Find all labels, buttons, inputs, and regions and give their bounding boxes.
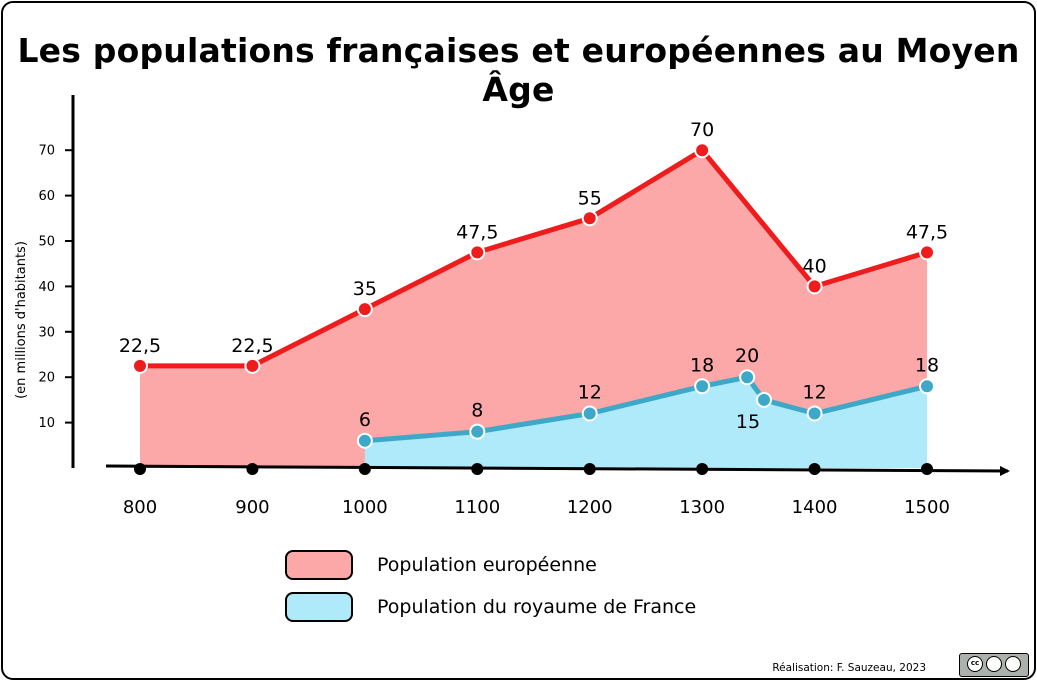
x-tick-dot (696, 463, 709, 475)
credit-text: Réalisation: F. Sauzeau, 2023 (772, 662, 926, 674)
point-europe (132, 357, 148, 374)
data-label-europe: 22,5 (231, 335, 273, 357)
x-tick-dot (358, 463, 371, 475)
area-france (364, 377, 928, 468)
y-tick-label: 60 (38, 189, 55, 204)
point-europe (919, 244, 936, 261)
x-tick-label: 800 (123, 497, 157, 518)
point-europe (806, 278, 823, 295)
data-label-france: 12 (578, 382, 602, 404)
point-europe (356, 301, 373, 318)
x-tick-label: 1100 (454, 497, 500, 518)
data-label-france: 18 (690, 354, 714, 376)
chart-plot: 10 20 30 40 50 60 70 (en millions d'habitants) 8… (14, 95, 1010, 518)
point-france (356, 432, 373, 449)
chart-title: Les populations françaises et européenne… (17, 31, 1020, 109)
data-label-europe: 35 (353, 278, 377, 300)
point-france (919, 378, 936, 395)
cc-by-nc-icon: cc (959, 653, 1029, 677)
point-europe (581, 210, 598, 227)
y-tick-label: 10 (38, 416, 55, 431)
x-tick-label: 1000 (342, 497, 388, 518)
x-tick-dot (808, 463, 821, 475)
data-label-france: 6 (359, 409, 371, 431)
legend-label-france: Population du royaume de France (377, 596, 697, 618)
point-france (739, 369, 756, 386)
y-tick-label: 50 (38, 235, 55, 250)
y-tick-label: 20 (38, 371, 55, 386)
cc-icon: cc (967, 656, 983, 672)
x-tick-label: 1200 (567, 497, 613, 518)
data-label-france: 18 (915, 354, 939, 376)
data-label-europe: 55 (578, 187, 602, 209)
legend-swatch-france (285, 592, 353, 622)
data-label-france: 20 (735, 345, 759, 367)
point-europe (244, 357, 261, 374)
x-tick-label: 1500 (904, 497, 950, 518)
data-label-europe: 40 (802, 255, 826, 277)
x-tick-dot (921, 463, 934, 475)
point-france (755, 391, 772, 408)
point-france (581, 405, 598, 422)
x-tick-label: 1400 (792, 497, 838, 518)
legend-label-europe: Population européenne (377, 554, 597, 576)
x-tick-dot (583, 463, 596, 475)
x-tick-dot (134, 463, 146, 475)
x-tick-label: 900 (235, 497, 269, 518)
data-label-france: 12 (802, 382, 826, 404)
y-tick-label: 40 (38, 280, 55, 295)
data-label-europe: 47,5 (906, 221, 948, 243)
y-tick-label: 70 (38, 144, 55, 159)
data-label-france: 15 (736, 411, 760, 433)
line-europe (140, 147, 928, 369)
x-tick-dot (246, 463, 259, 475)
legend-swatch-europe (285, 550, 353, 580)
legend-item-france: Population du royaume de France (285, 591, 696, 623)
legend-item-europe: Population européenne (285, 549, 597, 581)
point-france (694, 378, 711, 395)
x-tick-label: 1300 (679, 497, 725, 518)
line-france (364, 374, 928, 444)
y-axis-label: (en millions d'habitants) (14, 241, 29, 399)
y-tick-label: 30 (38, 325, 55, 340)
by-icon (986, 656, 1002, 672)
point-france (806, 405, 823, 422)
point-europe (469, 244, 486, 261)
data-label-europe: 70 (690, 119, 714, 141)
data-label-france: 8 (471, 400, 483, 422)
nc-icon (1005, 656, 1021, 672)
point-france (469, 423, 486, 440)
point-europe (694, 142, 711, 159)
data-label-europe: 22,5 (119, 335, 161, 357)
x-tick-dot (471, 463, 484, 475)
data-label-europe: 47,5 (456, 221, 498, 243)
